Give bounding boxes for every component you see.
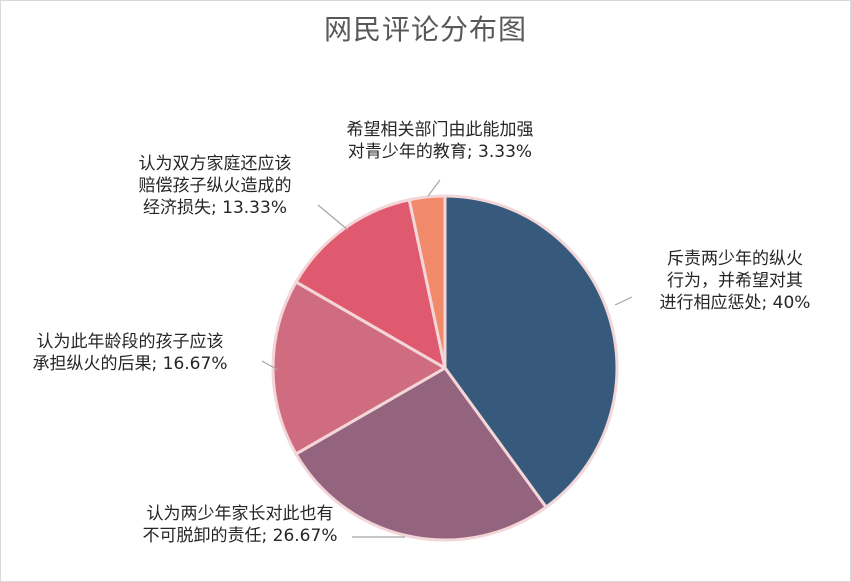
slice-label: 斥责两少年的纵火行为，并希望对其进行相应惩处; 40% [660,249,811,313]
slice-label: 认为此年龄段的孩子应该承担纵火的后果; 16.67% [33,332,228,374]
leader-line [317,204,349,231]
slice-label: 希望相关部门由此能加强对青少年的教育; 3.33% [347,120,534,162]
pie-slice [294,366,548,542]
pie-slice [443,194,619,509]
pie-slice [271,280,447,456]
slice-label: 认为两少年家长对此也有不可脱卸的责任; 26.67% [143,504,338,546]
leader-line [614,296,633,306]
pie-slice [294,198,447,370]
leader-line [427,179,441,197]
leader-line [261,360,279,371]
slice-label: 认为双方家庭还应该赔偿孩子纵火造成的经济损失; 13.33% [139,154,292,218]
chart-title: 网民评论分布图 [323,13,527,46]
pie-slice [407,194,447,370]
